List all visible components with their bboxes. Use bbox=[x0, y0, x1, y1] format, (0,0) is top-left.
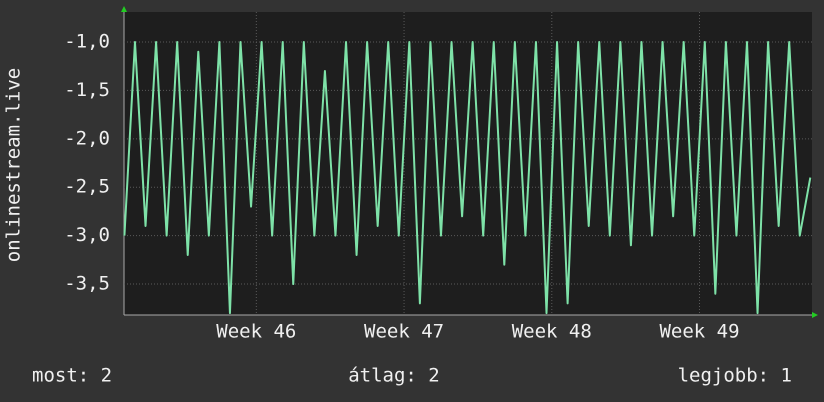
x-tick-label: Week 48 bbox=[512, 321, 592, 343]
footer-best: legjobb: 1 bbox=[678, 365, 792, 387]
plot-area bbox=[124, 12, 812, 315]
y-tick-label: -3,0 bbox=[64, 224, 110, 246]
y-tick-label: -3,5 bbox=[64, 273, 110, 295]
x-tick-label: Week 49 bbox=[659, 321, 739, 343]
data-line bbox=[123, 41, 812, 315]
y-tick-label: -1,5 bbox=[64, 79, 110, 101]
x-tick-label: Week 47 bbox=[364, 321, 444, 343]
axis-arrow bbox=[812, 312, 818, 318]
y-axis-label: onlinestream.live bbox=[3, 68, 25, 262]
footer-current: most: 2 bbox=[32, 365, 112, 387]
y-tick-label: -2,0 bbox=[64, 127, 110, 149]
axis-arrow bbox=[121, 6, 127, 12]
y-tick-label: -2,5 bbox=[64, 176, 110, 198]
x-tick-label: Week 46 bbox=[216, 321, 296, 343]
footer-average: átlag: 2 bbox=[348, 365, 440, 387]
y-tick-label: -1,0 bbox=[64, 31, 110, 53]
